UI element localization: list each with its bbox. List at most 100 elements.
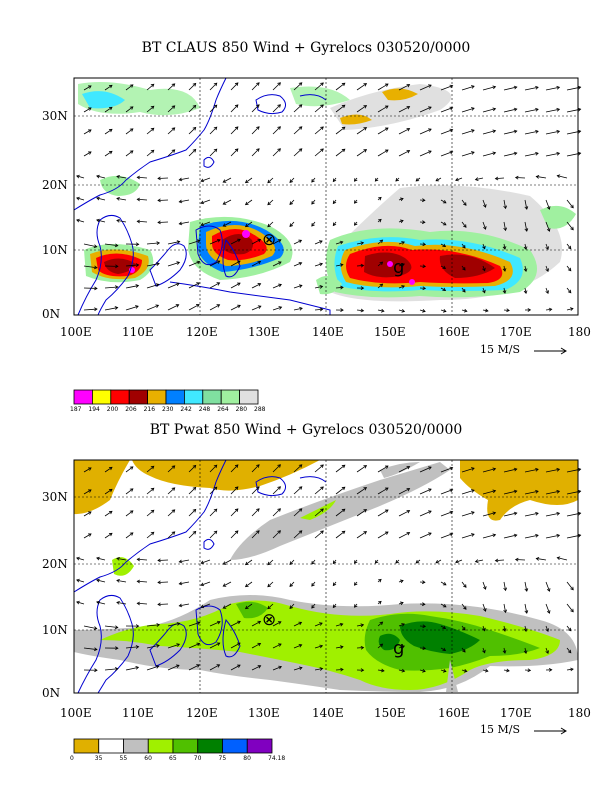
wind-vector (267, 221, 274, 227)
wind-vector-head (471, 511, 475, 515)
wind-vector (289, 199, 295, 205)
wind-vector (566, 199, 574, 209)
wind-vector (125, 106, 134, 113)
wind-vector (230, 642, 241, 649)
wind-vector-head (267, 583, 271, 588)
wind-vector-head (400, 579, 404, 584)
wind-vector-head (216, 642, 221, 646)
wind-vector (116, 602, 127, 605)
panel1-colorbar (73, 389, 259, 405)
wind-vector (524, 199, 528, 210)
wind-vector-head (277, 82, 281, 86)
wind-vector-head (463, 584, 467, 588)
wind-vector (545, 512, 560, 517)
wind-vector-head (363, 465, 368, 469)
wind-vector (314, 308, 323, 311)
wind-vector (245, 581, 253, 587)
wind-vector (146, 105, 155, 113)
wind-vector-head (353, 560, 358, 564)
wind-vector (419, 532, 432, 539)
wind-vector (335, 646, 344, 649)
wind-vector-head (401, 263, 405, 267)
panel1-lon-label: 160E (438, 325, 470, 339)
wind-vector-head (435, 559, 440, 564)
colorbar-swatch (172, 738, 199, 754)
wind-vector-head (267, 605, 271, 610)
wind-vector (524, 490, 539, 495)
colorbar-swatch (202, 389, 222, 405)
wind-vector (158, 221, 169, 223)
wind-vector (495, 559, 505, 562)
wind-vector-head (222, 561, 227, 565)
panel2-grid (74, 460, 578, 693)
wind-vector (272, 666, 282, 671)
wind-vector-head (463, 308, 468, 313)
wind-vector (356, 624, 364, 627)
wind-vector (267, 581, 274, 587)
wind-vector-head (115, 646, 119, 651)
wind-vector-head (298, 486, 303, 490)
wind-vector-head (267, 179, 271, 184)
wind-vector-head (524, 610, 529, 614)
panel1-ref-vector-label: 15 M/S (480, 343, 520, 356)
wind-vector (125, 305, 139, 311)
wind-vector-head (363, 83, 368, 87)
wind-vector (230, 486, 239, 495)
wind-vector (503, 603, 507, 613)
wind-vector (83, 129, 92, 135)
wind-vector (335, 486, 346, 495)
wind-vector-head (108, 128, 113, 133)
wind-vector-head (150, 127, 155, 132)
wind-vector (356, 265, 364, 267)
wind-vector-head (340, 667, 344, 672)
wind-vector-head (556, 556, 561, 561)
wind-vector-head (523, 290, 528, 295)
wind-vector-head (277, 508, 281, 512)
wind-vector-head (378, 196, 382, 201)
wind-vector-head (421, 580, 426, 585)
wind-vector-head (556, 467, 561, 472)
wind-vector (440, 265, 446, 269)
wind-vector-head (157, 198, 161, 203)
wind-vector (251, 621, 261, 627)
wind-vector-head (492, 467, 497, 472)
wind-vector-head (178, 199, 183, 204)
wind-vector-head (341, 508, 346, 513)
wind-vector-head (200, 582, 205, 587)
wind-vector (293, 307, 303, 311)
wind-vector (377, 643, 383, 649)
wind-vector-head (320, 126, 324, 130)
wind-vector-head (395, 177, 399, 182)
wind-vector (146, 665, 159, 671)
wind-vector (251, 464, 260, 473)
wind-vector-head (442, 200, 447, 204)
wind-vector (223, 603, 232, 609)
colorbar-tick-label: 60 (144, 755, 152, 762)
wind-vector (482, 468, 496, 473)
wind-vector (545, 243, 549, 250)
wind-vector-head (213, 126, 218, 131)
wind-vector-head (341, 148, 346, 153)
wind-vector-head (400, 219, 404, 224)
wind-vector-head (442, 222, 447, 226)
wind-vector (311, 199, 316, 205)
wind-vector (116, 220, 127, 223)
panel2-gyre-marker: ⊗ (262, 610, 277, 630)
wind-vector (461, 489, 475, 495)
panel2-lon-label: 140E (312, 706, 344, 720)
ref-vector-arrow-1 (534, 347, 567, 355)
wind-vector (209, 104, 218, 113)
wind-vector (440, 647, 446, 651)
wind-vector-head (157, 176, 161, 181)
wind-vector-head (535, 107, 539, 112)
wind-vector (104, 243, 118, 247)
wind-vector (419, 488, 432, 495)
colorbar-tick-label: 187 (70, 406, 82, 413)
wind-vector-head (216, 260, 221, 264)
wind-vector (188, 509, 196, 517)
wind-vector-head (332, 200, 337, 205)
wind-vector-head (523, 650, 528, 655)
wind-vector (377, 283, 383, 289)
wind-vector-head (567, 627, 572, 632)
wind-vector (461, 221, 467, 228)
